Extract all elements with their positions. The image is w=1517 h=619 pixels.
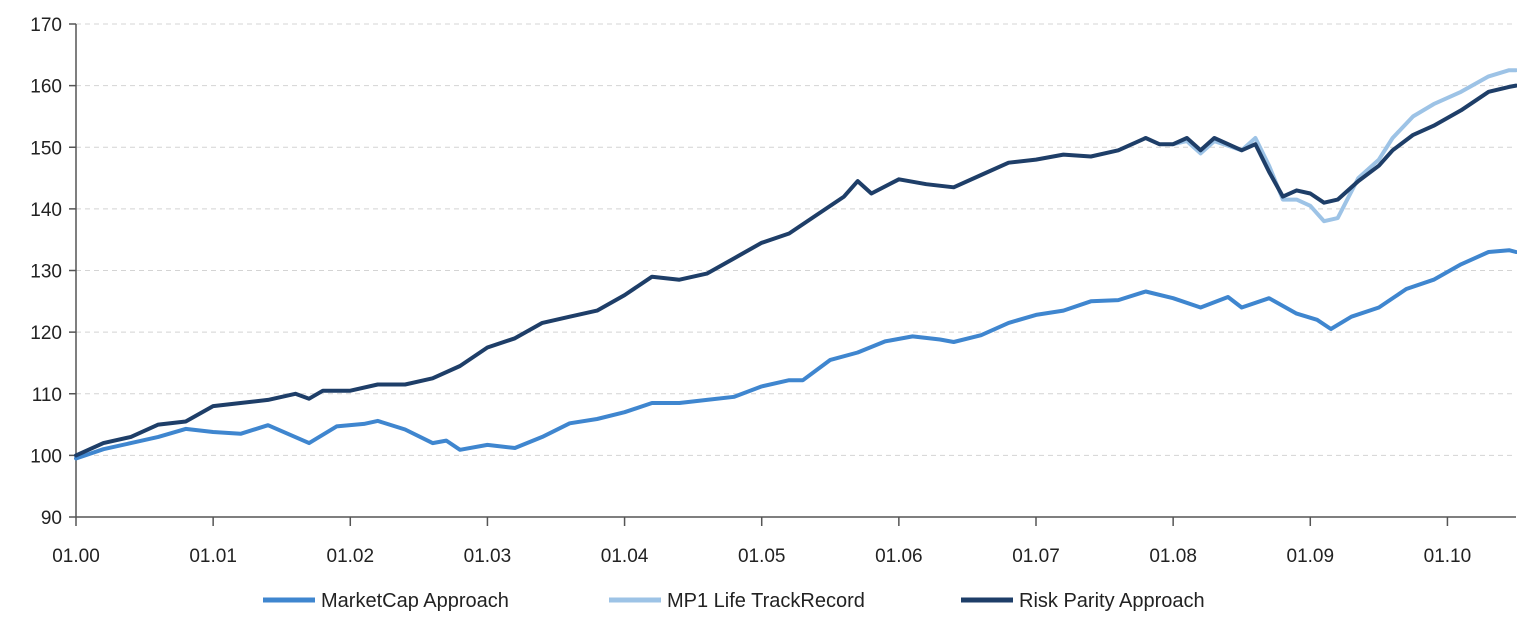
y-tick-label: 130 xyxy=(30,262,62,283)
legend-label-mp1-life-trackrecord: MP1 Life TrackRecord xyxy=(667,590,865,612)
y-tick-label: 160 xyxy=(30,77,62,98)
x-tick-label: 01.08 xyxy=(1149,546,1197,567)
x-tick-label: 01.03 xyxy=(464,546,512,567)
x-tick-label: 01.01 xyxy=(189,546,237,567)
series-lines xyxy=(74,68,1517,461)
x-tick-label: 01.06 xyxy=(875,546,923,567)
x-tick-label: 01.07 xyxy=(1012,546,1060,567)
y-tick-label: 140 xyxy=(30,200,62,221)
legend-label-marketcap-approach: MarketCap Approach xyxy=(321,590,509,612)
y-axis-ticks: 90 100 110 120 130 140 150 160 170 xyxy=(30,15,76,529)
y-tick-label: 90 xyxy=(41,508,62,529)
legend: MarketCap Approach MP1 Life TrackRecord Ri… xyxy=(263,590,1205,612)
x-tick-label: 01.09 xyxy=(1287,546,1335,567)
legend-label-risk-parity-approach: Risk Parity Approach xyxy=(1019,590,1205,612)
y-tick-label: 120 xyxy=(30,323,62,344)
y-tick-label: 170 xyxy=(30,15,62,36)
series-line-mp1-life-trackrecord xyxy=(1171,68,1517,224)
x-tick-label: 01.00 xyxy=(52,546,100,567)
y-tick-label: 150 xyxy=(30,138,62,159)
x-tick-label: 01.02 xyxy=(327,546,375,567)
x-axis-ticks: 01.00 01.01 01.02 01.03 01.04 01.05 01.06 01.07… xyxy=(52,517,1471,567)
x-tick-label: 01.05 xyxy=(738,546,786,567)
series-line-risk-parity-approach xyxy=(74,83,1517,458)
y-tick-label: 110 xyxy=(32,385,62,406)
grid-lines xyxy=(76,23,1516,456)
x-tick-label: 01.04 xyxy=(601,546,649,567)
series-line-marketcap-approach xyxy=(74,248,1517,461)
x-tick-label: 01.10 xyxy=(1424,546,1472,567)
y-tick-label: 100 xyxy=(30,446,62,467)
